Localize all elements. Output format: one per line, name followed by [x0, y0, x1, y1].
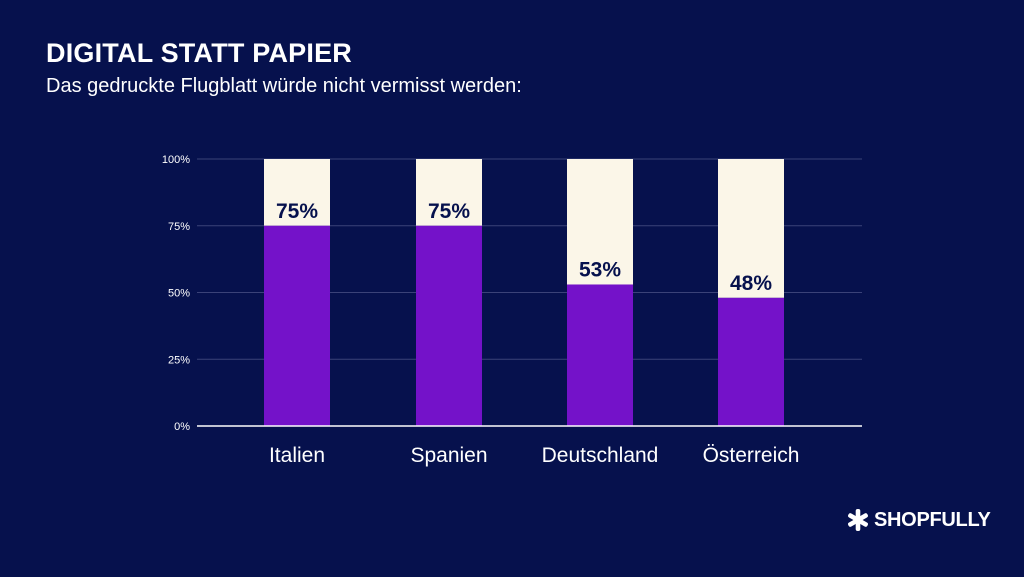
star-burst-icon	[848, 509, 868, 531]
x-tick-label: Österreich	[703, 444, 800, 467]
chart-subtitle: Das gedruckte Flugblatt würde nicht verm…	[46, 75, 522, 97]
bar	[264, 225, 330, 426]
bar-remainder	[718, 159, 784, 298]
bar-remainder	[264, 159, 330, 226]
bar	[567, 284, 633, 426]
bar-value-label: 75%	[428, 200, 470, 223]
x-tick-label: Spanien	[410, 444, 487, 467]
y-tick-label: 0%	[174, 421, 190, 433]
y-tick-label: 100%	[162, 154, 190, 166]
logo-wordmark: SHOPFULLY	[874, 508, 991, 531]
y-tick-label: 50%	[168, 288, 190, 300]
bar-remainder	[567, 159, 633, 285]
bar	[718, 297, 784, 426]
y-tick-label: 75%	[168, 221, 190, 233]
bar-value-label: 75%	[276, 200, 318, 223]
bar-value-label: 53%	[579, 258, 621, 281]
chart-title: DIGITAL STATT PAPIER	[46, 38, 352, 68]
y-tick-label: 25%	[168, 354, 190, 366]
x-tick-label: Italien	[269, 444, 325, 467]
bar	[416, 225, 482, 426]
shopfully-logo: SHOPFULLY	[846, 508, 991, 532]
bar-value-label: 48%	[730, 272, 772, 295]
bar-remainder	[416, 159, 482, 226]
x-tick-label: Deutschland	[542, 444, 659, 467]
